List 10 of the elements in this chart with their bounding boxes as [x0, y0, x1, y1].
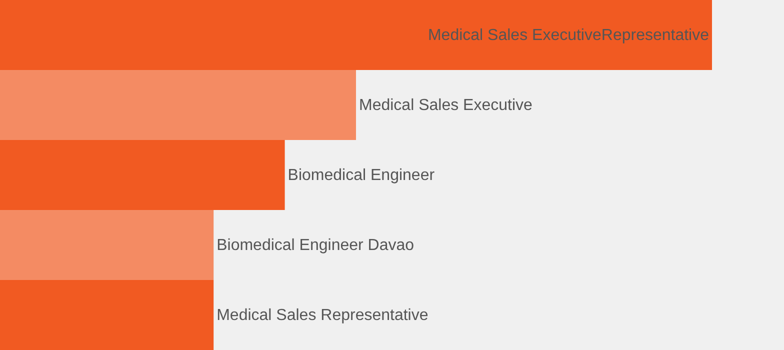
y-tick-label: Biomedical Engineer: [288, 167, 436, 184]
y-tick-label: Biomedical Engineer Davao: [216, 237, 414, 254]
bar: [0, 140, 285, 210]
bar: [0, 210, 214, 280]
y-tick-label: Medical Sales ExecutiveRepresentative: [428, 27, 710, 44]
y-tick-label: Medical Sales Executive: [359, 97, 533, 114]
bar: [0, 70, 356, 140]
bar: [0, 280, 214, 350]
y-tick-label: Medical Sales Representative: [216, 307, 428, 324]
bar: [0, 0, 712, 70]
